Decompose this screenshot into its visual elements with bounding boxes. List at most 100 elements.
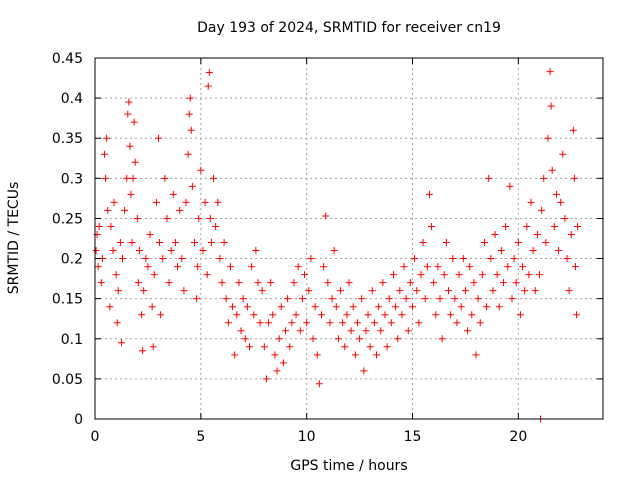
data-point: [470, 279, 478, 287]
data-point: [133, 214, 141, 222]
data-point: [423, 263, 431, 271]
data-point: [478, 271, 486, 279]
data-point: [552, 190, 560, 198]
data-point: [495, 303, 503, 311]
data-point: [124, 110, 132, 118]
data-point: [178, 255, 186, 263]
data-point: [229, 303, 237, 311]
data-point: [199, 247, 207, 255]
data-point: [119, 255, 127, 263]
data-point: [400, 263, 408, 271]
data-point: [273, 367, 281, 375]
data-point: [117, 339, 125, 347]
data-point: [195, 214, 203, 222]
data-point: [383, 343, 391, 351]
data-point: [222, 295, 230, 303]
data-point: [258, 287, 266, 295]
data-point: [182, 198, 190, 206]
data-point: [107, 222, 115, 230]
data-point: [218, 279, 226, 287]
data-point: [457, 303, 465, 311]
data-point: [205, 68, 213, 76]
data-point: [461, 287, 469, 295]
data-point: [144, 263, 152, 271]
data-point: [415, 319, 423, 327]
data-point: [521, 287, 529, 295]
data-point: [419, 239, 427, 247]
data-point: [421, 295, 429, 303]
data-point: [97, 279, 105, 287]
data-point: [330, 247, 338, 255]
data-point: [356, 335, 364, 343]
y-tick-label: 0.2: [61, 252, 83, 268]
data-point: [571, 263, 579, 271]
y-tick-label: 0.05: [52, 372, 83, 388]
data-point: [226, 263, 234, 271]
data-point: [194, 263, 202, 271]
data-point: [252, 247, 260, 255]
data-point: [112, 271, 120, 279]
data-point: [334, 335, 342, 343]
data-point: [434, 263, 442, 271]
data-point: [570, 174, 578, 182]
data-point: [165, 279, 173, 287]
data-point: [326, 319, 334, 327]
data-point: [301, 271, 309, 279]
y-axis-label: SRMTID / TECUs: [6, 182, 22, 295]
data-point: [546, 68, 554, 76]
data-point: [455, 271, 463, 279]
data-point: [387, 319, 395, 327]
data-point: [489, 287, 497, 295]
data-point: [188, 182, 196, 190]
data-point: [483, 303, 491, 311]
data-point: [307, 255, 315, 263]
data-point: [156, 239, 164, 247]
data-point: [396, 287, 404, 295]
data-point: [125, 98, 133, 106]
data-point: [358, 295, 366, 303]
y-tick-label: 0.1: [61, 332, 83, 348]
data-point: [523, 222, 531, 230]
data-point: [493, 271, 501, 279]
data-point: [512, 279, 520, 287]
data-point: [381, 311, 389, 319]
y-tick-label: 0.35: [52, 131, 83, 147]
data-point: [155, 134, 162, 142]
data-point: [351, 351, 359, 359]
data-point: [438, 335, 446, 343]
data-point: [159, 255, 167, 263]
data-point: [239, 295, 247, 303]
data-point: [567, 230, 575, 238]
data-point: [102, 174, 110, 182]
data-point: [332, 303, 340, 311]
data-point: [451, 295, 459, 303]
data-point: [574, 222, 582, 230]
x-tick-label: 10: [298, 429, 316, 445]
data-point: [349, 303, 357, 311]
data-point: [180, 287, 188, 295]
data-point: [254, 279, 262, 287]
data-point: [103, 134, 111, 142]
data-point: [113, 319, 121, 327]
data-point: [303, 319, 311, 327]
data-point: [138, 311, 146, 319]
data-point: [246, 343, 254, 351]
data-point: [296, 327, 304, 335]
data-point: [204, 82, 212, 90]
data-point: [148, 303, 156, 311]
data-point: [315, 380, 323, 388]
data-point: [231, 351, 239, 359]
data-point: [527, 198, 535, 206]
data-point: [339, 319, 347, 327]
data-point: [174, 263, 182, 271]
data-point: [373, 351, 381, 359]
data-point: [324, 279, 332, 287]
y-tick-label: 0.4: [61, 91, 83, 107]
data-point: [531, 287, 539, 295]
data-point: [563, 255, 571, 263]
data-point: [269, 311, 277, 319]
x-tick-label: 0: [91, 429, 100, 445]
data-point: [487, 255, 495, 263]
data-point: [267, 279, 275, 287]
